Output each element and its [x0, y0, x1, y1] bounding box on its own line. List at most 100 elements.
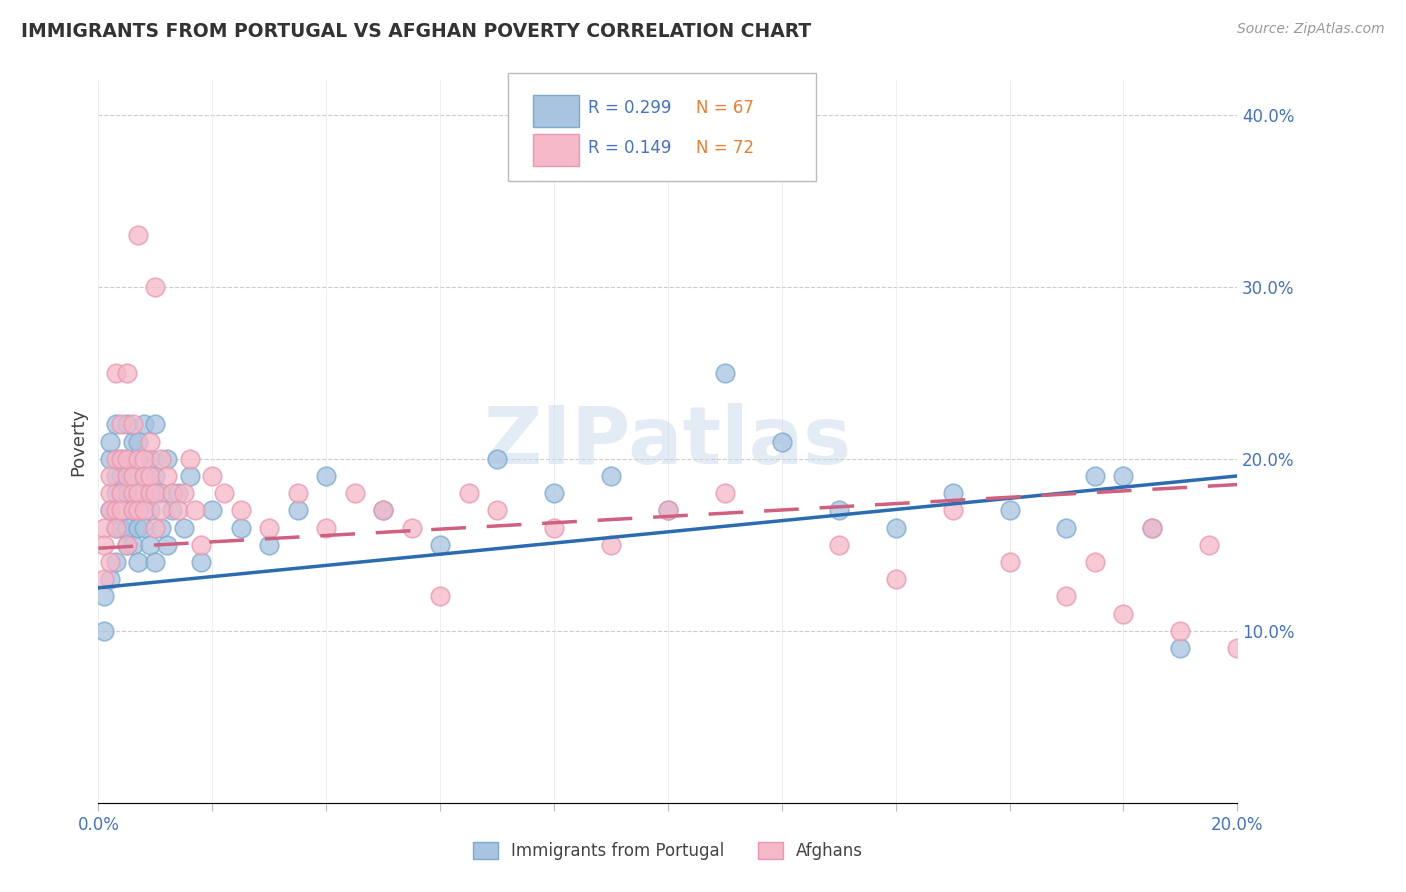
Point [287, 503, 309, 517]
Point [127, 555, 149, 569]
Point [1226, 640, 1249, 655]
Point [315, 469, 337, 483]
Point [115, 469, 138, 483]
Point [657, 503, 679, 517]
Point [600, 538, 623, 552]
Point [121, 538, 143, 552]
Point [373, 503, 395, 517]
Point [93, 572, 115, 586]
Point [184, 503, 207, 517]
Point [998, 555, 1021, 569]
Point [121, 486, 143, 500]
Point [127, 503, 149, 517]
Point [98, 486, 121, 500]
Point [884, 572, 907, 586]
Text: IMMIGRANTS FROM PORTUGAL VS AFGHAN POVERTY CORRELATION CHART: IMMIGRANTS FROM PORTUGAL VS AFGHAN POVER… [21, 22, 811, 41]
Point [373, 503, 395, 517]
Point [150, 503, 173, 517]
Point [110, 503, 132, 517]
Point [127, 486, 149, 500]
Point [110, 451, 132, 466]
Point [121, 503, 143, 517]
Point [714, 366, 737, 380]
Point [138, 538, 160, 552]
Point [138, 469, 160, 483]
Point [173, 486, 195, 500]
Point [115, 538, 138, 552]
Point [98, 469, 121, 483]
Point [110, 486, 132, 500]
Point [429, 538, 451, 552]
Point [132, 469, 155, 483]
Point [457, 486, 479, 500]
Point [145, 555, 167, 569]
Point [173, 520, 195, 534]
Point [942, 486, 965, 500]
Point [110, 451, 132, 466]
Point [828, 503, 851, 517]
Point [110, 417, 132, 432]
Point [127, 228, 149, 243]
Point [486, 451, 509, 466]
Point [121, 469, 143, 483]
Point [138, 451, 160, 466]
Point [315, 520, 337, 534]
Point [127, 434, 149, 449]
Point [98, 503, 121, 517]
Point [150, 451, 173, 466]
Point [190, 555, 212, 569]
Point [104, 469, 127, 483]
Point [115, 451, 138, 466]
Point [150, 520, 173, 534]
Point [770, 434, 793, 449]
Point [1084, 469, 1107, 483]
Point [127, 451, 149, 466]
Point [167, 503, 190, 517]
Point [543, 486, 565, 500]
Point [115, 538, 138, 552]
Point [132, 417, 155, 432]
Point [121, 434, 143, 449]
Point [104, 520, 127, 534]
Point [259, 520, 281, 534]
Point [104, 503, 127, 517]
Point [93, 520, 115, 534]
Point [343, 486, 366, 500]
Point [1198, 538, 1220, 552]
Point [212, 486, 235, 500]
Point [115, 417, 138, 432]
Point [98, 451, 121, 466]
Point [132, 503, 155, 517]
Text: R = 0.149: R = 0.149 [588, 139, 672, 157]
Point [162, 486, 184, 500]
Point [121, 417, 143, 432]
Point [121, 469, 143, 483]
Point [115, 486, 138, 500]
Point [110, 486, 132, 500]
Text: ZIPatlas: ZIPatlas [484, 402, 852, 481]
Point [201, 469, 224, 483]
FancyBboxPatch shape [533, 95, 579, 127]
Text: Source: ZipAtlas.com: Source: ZipAtlas.com [1237, 22, 1385, 37]
Text: N = 67: N = 67 [696, 99, 754, 117]
Point [127, 520, 149, 534]
Legend: Immigrants from Portugal, Afghans: Immigrants from Portugal, Afghans [465, 835, 870, 867]
Point [145, 486, 167, 500]
Point [150, 486, 173, 500]
Point [1170, 640, 1192, 655]
Point [828, 538, 851, 552]
Point [998, 503, 1021, 517]
Point [93, 590, 115, 604]
Point [93, 624, 115, 638]
Point [162, 503, 184, 517]
Point [110, 520, 132, 534]
Point [138, 434, 160, 449]
FancyBboxPatch shape [509, 73, 815, 181]
Point [98, 555, 121, 569]
Point [132, 486, 155, 500]
Point [138, 486, 160, 500]
Point [1056, 520, 1078, 534]
Point [115, 366, 138, 380]
Point [104, 366, 127, 380]
Text: R = 0.299: R = 0.299 [588, 99, 672, 117]
